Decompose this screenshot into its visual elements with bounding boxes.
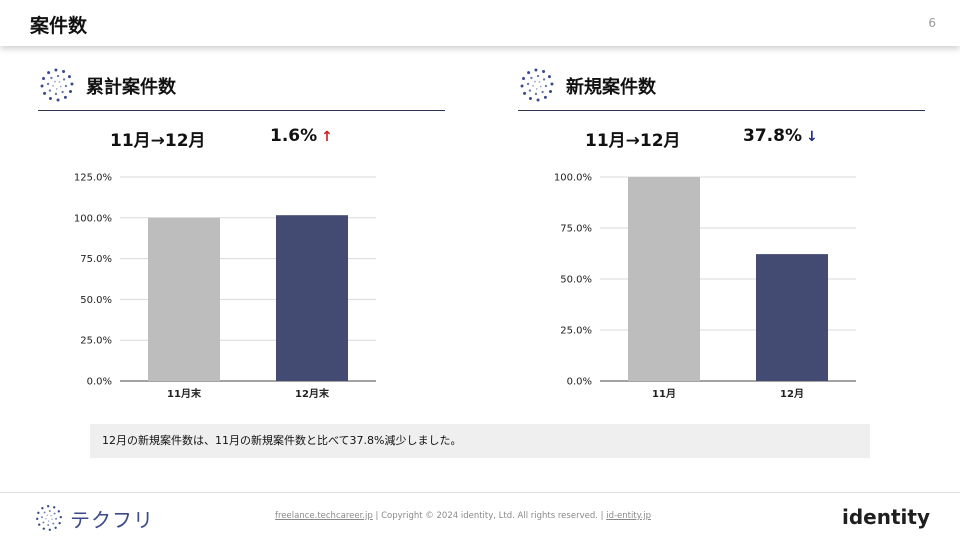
- footer-links: freelance.techcareer.jp | Copyright © 20…: [275, 511, 651, 521]
- arrow-up-icon: ↑: [321, 129, 333, 145]
- y-tick-label: 75.0%: [560, 224, 592, 235]
- y-tick-label: 0.0%: [567, 377, 592, 388]
- y-tick-label: 125.0%: [74, 173, 112, 184]
- metric-change: 1.6% ↑: [270, 126, 333, 146]
- identity-logo: identity: [842, 505, 930, 529]
- bar: [148, 217, 220, 381]
- page-number: 6: [928, 16, 936, 30]
- y-tick-label: 25.0%: [560, 326, 592, 337]
- techcareer-link[interactable]: freelance.techcareer.jp: [275, 511, 373, 521]
- section-title: 新規案件数: [566, 77, 656, 98]
- metric-period: 11月→12月: [585, 131, 681, 151]
- section-header-new: 新規案件数: [518, 64, 925, 111]
- dotted-circle-logo-icon: [40, 68, 74, 102]
- bar: [756, 254, 828, 381]
- identity-link[interactable]: id-entity.jp: [606, 511, 651, 521]
- arrow-down-icon: ↓: [805, 129, 818, 145]
- y-tick-label: 50.0%: [560, 275, 592, 286]
- change-value: 37.8%: [743, 126, 802, 146]
- y-tick-label: 100.0%: [554, 173, 592, 184]
- page-header: 案件数 6: [0, 0, 960, 46]
- footer: テクフリ freelance.techcareer.jp | Copyright…: [0, 492, 960, 541]
- y-tick-label: 50.0%: [80, 295, 112, 306]
- x-tick-label: 11月末: [167, 387, 202, 400]
- separator: |: [372, 511, 382, 521]
- section-header-cumulative: 累計案件数: [38, 64, 445, 111]
- x-tick-label: 11月: [652, 388, 676, 400]
- change-value: 1.6%: [270, 126, 318, 146]
- metric-change: 37.8% ↓: [743, 126, 818, 146]
- page-title: 案件数: [30, 15, 88, 37]
- section-title: 累計案件数: [86, 77, 176, 98]
- bar: [276, 215, 348, 381]
- copyright: Copyright © 2024 identity, Ltd. All righ…: [381, 511, 598, 521]
- y-tick-label: 75.0%: [80, 254, 112, 265]
- x-tick-label: 12月末: [295, 387, 330, 400]
- y-tick-label: 0.0%: [87, 377, 112, 388]
- metric-period: 11月→12月: [110, 131, 206, 151]
- cumulative-bar-chart: 0.0% 25.0% 50.0% 75.0% 100.0% 125.0% 11月末 12月末: [74, 173, 376, 400]
- x-tick-label: 12月: [780, 388, 804, 400]
- new-cases-bar-chart: 0.0% 25.0% 50.0% 75.0% 100.0% 11月 12月: [554, 173, 856, 400]
- bar: [628, 177, 700, 381]
- y-tick-label: 25.0%: [80, 336, 112, 347]
- dotted-circle-logo-icon: [520, 68, 554, 102]
- footer-brand: テクフリ: [70, 508, 154, 532]
- separator: |: [597, 511, 607, 521]
- dotted-circle-logo-icon: [36, 505, 62, 531]
- y-tick-label: 100.0%: [74, 213, 112, 224]
- summary-text: 12月の新規案件数は、11月の新規案件数と比べて37.8%減少しました。: [90, 424, 870, 458]
